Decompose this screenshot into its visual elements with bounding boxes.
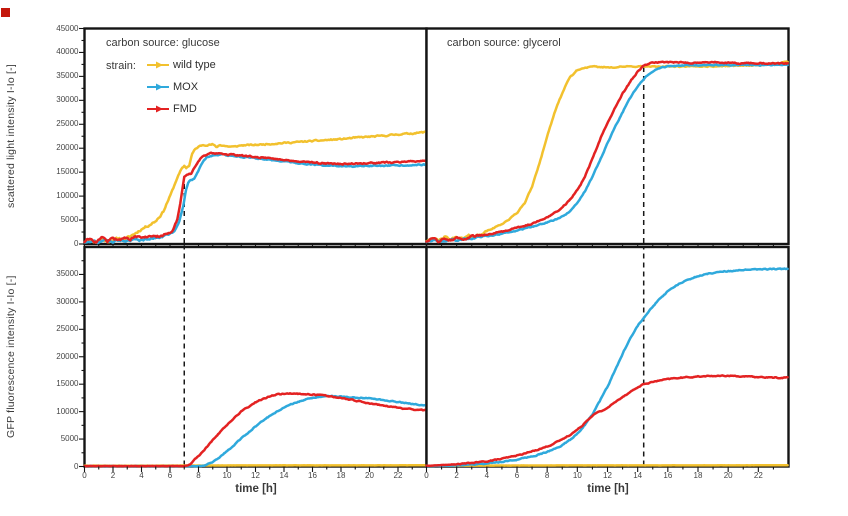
legend-line-icon — [147, 83, 169, 91]
y-tick-label: 25000 — [56, 324, 79, 334]
y-tick-label: 0 — [74, 461, 79, 471]
legend-line-icon — [147, 61, 169, 69]
y-tick-label: 30000 — [56, 95, 79, 105]
curve-gfp-glycerol-wild-type — [425, 463, 789, 467]
x-tick-label: 0 — [82, 471, 87, 480]
y-axis-label-gfp: GFP fluorescence intensity I-Io [-] — [5, 275, 17, 439]
y-tick-label: 20000 — [56, 351, 79, 361]
y-tick-label: 0 — [74, 239, 79, 248]
x-tick-label: 2 — [110, 471, 116, 480]
y-tick-label: 10000 — [56, 191, 79, 201]
legend-entry-mox: MOX — [146, 76, 216, 98]
x-tick-label: 16 — [308, 471, 317, 480]
x-tick-label: 8 — [196, 471, 201, 480]
legend-entry-label: wild type — [173, 59, 216, 71]
x-tick-label: 14 — [633, 471, 643, 480]
x-axis-label-right: time [h] — [587, 483, 629, 495]
x-tick-label: 20 — [723, 471, 733, 480]
x-tick-label: 6 — [167, 471, 173, 480]
legend-entry-wild-type: wild type — [146, 54, 216, 76]
y-axis-label-scattered: scattered light intensity I-Io [-] — [5, 64, 17, 208]
curve-scattered-glucose-FMD — [83, 151, 427, 244]
y-tick-label: 35000 — [56, 269, 79, 279]
curve-gfp-glycerol-FMD — [425, 374, 789, 468]
x-tick-label: 12 — [603, 471, 612, 480]
y-tick-label: 35000 — [56, 71, 79, 81]
curve-gfp-glycerol-MOX — [425, 267, 789, 468]
x-tick-label: 10 — [572, 471, 582, 480]
curve-gfp-glucose-FMD — [83, 392, 427, 468]
x-tick-label: 18 — [693, 471, 703, 480]
y-tick-label: 25000 — [56, 119, 79, 129]
legend: wild type MOX FMD — [146, 54, 216, 120]
y-tick-label: 10000 — [56, 406, 79, 416]
x-tick-label: 18 — [336, 471, 346, 480]
red-marker — [1, 8, 10, 17]
curve-scattered-glycerol-FMD — [425, 60, 789, 244]
y-tick-label: 5000 — [60, 434, 79, 444]
legend-line-icon — [147, 105, 169, 113]
x-tick-label: 14 — [279, 471, 289, 480]
y-tick-label: 45000 — [56, 23, 79, 33]
x-tick-label: 22 — [393, 471, 403, 480]
curve-scattered-glucose-wild-type — [83, 130, 427, 244]
x-tick-label: 20 — [365, 471, 374, 480]
x-tick-label: 6 — [514, 471, 520, 480]
x-axis-label-left: time [h] — [235, 483, 277, 495]
x-tick-label: 2 — [454, 471, 459, 480]
panel-title-glucose: carbon source: glucose — [106, 37, 220, 49]
panel-frame-gfp-glycerol — [425, 245, 790, 468]
panel-frame-scattered-glycerol — [425, 27, 790, 246]
y-tick-label: 20000 — [56, 143, 79, 153]
y-tick-label: 5000 — [60, 215, 79, 225]
x-tick-label: 0 — [424, 471, 429, 480]
x-tick-label: 8 — [544, 471, 550, 480]
legend-title: strain: — [106, 60, 136, 72]
y-tick-label: 30000 — [56, 296, 79, 306]
x-tick-label: 22 — [753, 471, 763, 480]
x-tick-label: 16 — [663, 471, 673, 480]
y-tick-label: 15000 — [56, 379, 79, 389]
y-tick-label: 40000 — [56, 47, 79, 57]
panel-frame-gfp-glucose — [83, 245, 428, 468]
legend-entry-fmd: FMD — [146, 98, 216, 120]
panel-title-glycerol: carbon source: glycerol — [447, 37, 561, 49]
y-tick-label: 15000 — [56, 167, 79, 177]
x-tick-label: 10 — [222, 471, 232, 480]
legend-entry-label: FMD — [173, 103, 197, 115]
x-tick-label: 12 — [251, 471, 260, 480]
x-tick-label: 4 — [139, 471, 144, 480]
legend-entry-label: MOX — [173, 81, 199, 93]
x-tick-label: 4 — [484, 471, 490, 480]
